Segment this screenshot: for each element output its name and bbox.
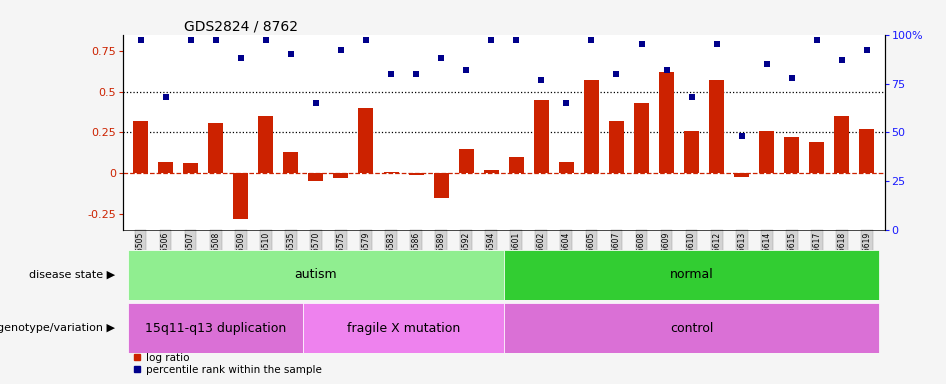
Bar	[634, 103, 649, 173]
Point	[283, 51, 298, 57]
Bar	[184, 164, 198, 173]
Text: normal: normal	[670, 268, 713, 281]
Bar	[433, 173, 448, 198]
Point	[710, 41, 725, 48]
Point	[734, 133, 749, 139]
Point	[183, 37, 198, 43]
Point	[158, 94, 173, 100]
Bar	[559, 162, 574, 173]
Text: control: control	[670, 322, 713, 335]
Bar	[483, 170, 499, 173]
Text: GDS2824 / 8762: GDS2824 / 8762	[184, 20, 298, 33]
Bar	[234, 173, 248, 219]
Bar	[760, 131, 774, 173]
Point	[383, 71, 398, 77]
Bar	[459, 149, 474, 173]
Bar	[308, 173, 324, 182]
Bar	[283, 152, 298, 173]
Point	[483, 37, 499, 43]
Text: disease state ▶: disease state ▶	[29, 270, 115, 280]
Bar	[584, 80, 599, 173]
Bar	[304, 303, 504, 353]
Point	[784, 74, 799, 81]
Point	[208, 37, 223, 43]
Bar	[208, 123, 223, 173]
Point	[133, 37, 149, 43]
Point	[308, 100, 324, 106]
Point	[233, 55, 248, 61]
Bar	[128, 250, 503, 300]
Bar	[158, 162, 173, 173]
Point	[659, 67, 674, 73]
Point	[333, 47, 348, 53]
Bar	[834, 116, 850, 173]
Bar	[128, 303, 304, 353]
Text: 15q11-q13 duplication: 15q11-q13 duplication	[145, 322, 287, 335]
Point	[810, 37, 825, 43]
Bar	[710, 80, 725, 173]
Bar	[734, 173, 749, 177]
Bar	[333, 173, 348, 178]
Point	[834, 57, 850, 63]
Bar	[659, 72, 674, 173]
Legend: log ratio, percentile rank within the sample: log ratio, percentile rank within the sa…	[129, 348, 326, 379]
Bar	[860, 129, 874, 173]
Text: fragile X mutation: fragile X mutation	[347, 322, 460, 335]
Bar	[684, 131, 699, 173]
Point	[433, 55, 448, 61]
Point	[409, 71, 424, 77]
Point	[859, 47, 874, 53]
Bar	[359, 108, 374, 173]
Point	[609, 71, 624, 77]
Bar	[784, 137, 799, 173]
Point	[509, 37, 524, 43]
Bar	[504, 303, 880, 353]
Bar	[509, 157, 524, 173]
Point	[634, 41, 649, 48]
Bar	[810, 142, 824, 173]
Point	[258, 37, 273, 43]
Point	[359, 37, 374, 43]
Bar	[409, 173, 424, 175]
Text: genotype/variation ▶: genotype/variation ▶	[0, 323, 115, 333]
Point	[534, 76, 549, 83]
Bar	[133, 121, 148, 173]
Bar	[504, 250, 880, 300]
Bar	[383, 172, 398, 173]
Text: autism: autism	[294, 268, 337, 281]
Bar	[258, 116, 273, 173]
Point	[684, 94, 699, 100]
Bar	[534, 100, 549, 173]
Bar	[609, 121, 624, 173]
Point	[559, 100, 574, 106]
Point	[459, 67, 474, 73]
Point	[584, 37, 599, 43]
Point	[760, 61, 775, 67]
